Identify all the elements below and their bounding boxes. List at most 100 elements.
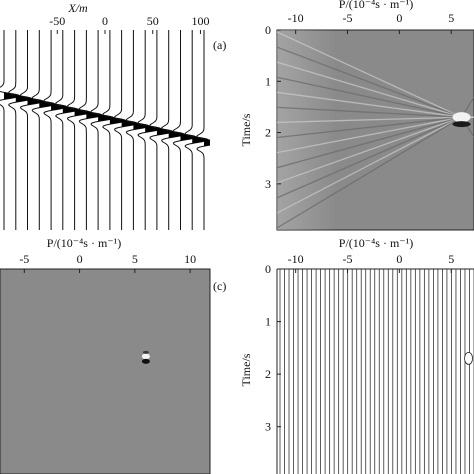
- trace-wavelet-fill: [192, 129, 209, 150]
- trace-wavelet-fill: [62, 99, 79, 120]
- trace: [19, 30, 44, 230]
- trace: [43, 30, 69, 230]
- trace-wavelet-fill: [180, 127, 197, 148]
- x-tick-label: 0: [396, 252, 402, 266]
- trace-wavelet-fill: [4, 85, 20, 106]
- fan-line: [277, 116, 462, 139]
- x-tick-label: -5: [343, 11, 353, 25]
- x-tick-label: 5: [132, 252, 138, 266]
- panel-d-traces: [279, 269, 474, 474]
- focus-wiggle: [464, 351, 473, 365]
- y-tick-label: 1: [265, 315, 271, 329]
- fan-line: [277, 76, 462, 118]
- x-tick-label: 5: [448, 252, 454, 266]
- trace-wavelet-fill: [74, 102, 91, 123]
- trace: [8, 30, 33, 230]
- panel-a-x-ticks: -50 0 50 100: [49, 14, 209, 34]
- focus-bright: [141, 353, 150, 360]
- trace: [78, 30, 104, 230]
- fan-line: [277, 46, 462, 118]
- fan-line: [277, 116, 462, 214]
- focus-dark: [141, 358, 150, 364]
- panel-a-xlabel: X/m: [67, 1, 88, 15]
- fan-line: [277, 61, 462, 118]
- trace-wavelet-fill: [156, 121, 173, 142]
- trace: [160, 30, 186, 230]
- trace-wavelet-fill: [133, 116, 150, 137]
- x-tick-label: 50: [147, 14, 159, 28]
- panel-d: -10 -5 0 5 0 1 2 3 P/(10⁻⁴s · m⁻¹) Time/s: [239, 236, 474, 474]
- trace-wavelet-fill: [27, 91, 44, 112]
- panel-c-xlabel: P/(10⁻⁴s · m⁻¹): [47, 236, 121, 250]
- fan-line: [277, 106, 462, 118]
- trace-wavelet-fill: [15, 88, 32, 109]
- x-tick-label: 0: [102, 14, 108, 28]
- panel-b-fan: [277, 31, 474, 229]
- fan-line: [277, 116, 462, 154]
- trace-wavelet-fill: [121, 113, 138, 134]
- fan-line: [277, 31, 462, 118]
- trace: [184, 30, 210, 230]
- trace: [55, 30, 80, 230]
- x-tick-label: -10: [288, 252, 304, 266]
- x-tick-label: 100: [191, 14, 209, 28]
- trace-wavelet-fill: [145, 118, 162, 139]
- panel-b-ylabel: Time/s: [239, 113, 253, 146]
- panel-c-image: [0, 268, 211, 474]
- y-tick-label: 1: [265, 74, 271, 88]
- trace: [0, 30, 22, 230]
- trace-wavelet-fill: [168, 124, 185, 145]
- fan-line: [277, 116, 462, 199]
- fan-line: [277, 116, 462, 229]
- x-tick-label: 10: [184, 252, 196, 266]
- trace-wavelet-fill: [86, 105, 103, 126]
- trace-wavelet-fill: [39, 94, 56, 115]
- fan-line: [277, 116, 462, 124]
- fan-line: [277, 91, 462, 118]
- panel-d-xlabel: P/(10⁻⁴s · m⁻¹): [339, 236, 413, 250]
- trace: [114, 30, 139, 230]
- panel-b-edge-shade: [277, 30, 337, 230]
- y-tick-label: 0: [265, 262, 271, 276]
- panel-c-ticks: -5 0 5 10: [19, 252, 196, 273]
- panel-c-label: (c): [213, 279, 226, 293]
- trace-wavelet-fill: [98, 107, 115, 128]
- panel-d-ylabel: Time/s: [239, 353, 253, 386]
- panel-d-ticks: -10 -5 0 5 0 1 2 3: [265, 252, 454, 434]
- trace: [172, 30, 198, 230]
- x-tick-label: 0: [396, 11, 402, 25]
- x-tick-label: 0: [77, 252, 83, 266]
- trace-wavelet-fill: [51, 96, 68, 117]
- trace: [31, 30, 57, 230]
- y-tick-label: 3: [265, 177, 271, 191]
- panel-b-ticks: -10 -5 0 5 0 1 2 3: [265, 11, 454, 191]
- trace: [66, 30, 91, 230]
- y-tick-label: 3: [265, 420, 271, 434]
- panel-a-traces: [0, 30, 210, 230]
- panel-a-label: (a): [213, 38, 226, 52]
- panel-c-focus: [141, 350, 150, 364]
- focus-bright: [452, 112, 471, 123]
- trace: [149, 30, 174, 230]
- y-tick-label: 0: [265, 23, 271, 37]
- x-tick-label: 5: [448, 11, 454, 25]
- trace: [196, 30, 210, 230]
- y-tick-label: 2: [265, 126, 271, 140]
- y-tick-label: 2: [265, 367, 271, 381]
- x-tick-label: -10: [288, 11, 304, 25]
- panel-c: -5 0 5 10 P/(10⁻⁴s · m⁻¹) (c): [0, 236, 226, 474]
- trace: [125, 30, 151, 230]
- panel-b: -10 -5 0 5 0 1 2 3 P/(10⁻⁴s · m⁻¹) Time/s: [239, 0, 474, 231]
- panel-a: -50 0 50 100 X/m (a): [0, 1, 226, 230]
- panel-b-xlabel: P/(10⁻⁴s · m⁻¹): [339, 0, 413, 11]
- x-tick-label: -50: [49, 14, 65, 28]
- fan-line: [277, 116, 462, 184]
- trace: [102, 30, 127, 230]
- fan-line: [277, 116, 462, 169]
- focus-dark: [452, 121, 471, 128]
- trace-wavelet-fill: [204, 132, 210, 153]
- trace: [90, 30, 116, 230]
- x-tick-label: -5: [19, 252, 29, 266]
- trace-wavelet-fill: [109, 110, 126, 131]
